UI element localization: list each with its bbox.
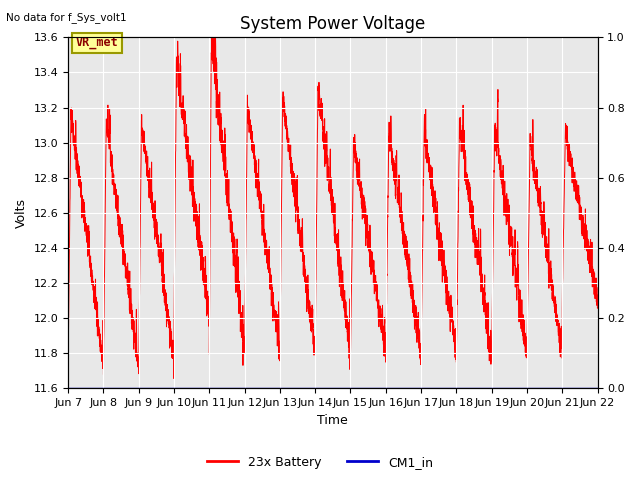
23x Battery [543, 240, 550, 245]
23x Battery [64, 361, 72, 367]
Legend: 23x Battery, CM1_in: 23x Battery, CM1_in [202, 451, 438, 474]
X-axis label: Time: Time [317, 414, 348, 427]
CM1_in [486, 385, 494, 391]
23x Battery [545, 226, 552, 231]
Line: 23x Battery: 23x Battery [68, 34, 598, 379]
Text: No data for f_Sys_volt1: No data for f_Sys_volt1 [6, 12, 127, 23]
CM1_in [428, 385, 435, 391]
23x Battery [268, 272, 275, 278]
Text: VR_met: VR_met [76, 36, 118, 49]
23x Battery [396, 198, 403, 204]
Y-axis label: Volts: Volts [15, 198, 28, 228]
23x Battery [128, 316, 136, 322]
Title: System Power Voltage: System Power Voltage [240, 15, 426, 33]
23x Battery [170, 376, 178, 382]
CM1_in [64, 385, 72, 391]
23x Battery [208, 31, 216, 36]
CM1_in [298, 385, 305, 391]
CM1_in [118, 385, 126, 391]
CM1_in [594, 385, 602, 391]
CM1_in [278, 385, 286, 391]
23x Battery [566, 144, 573, 150]
CM1_in [477, 385, 484, 391]
23x Battery [594, 305, 602, 311]
